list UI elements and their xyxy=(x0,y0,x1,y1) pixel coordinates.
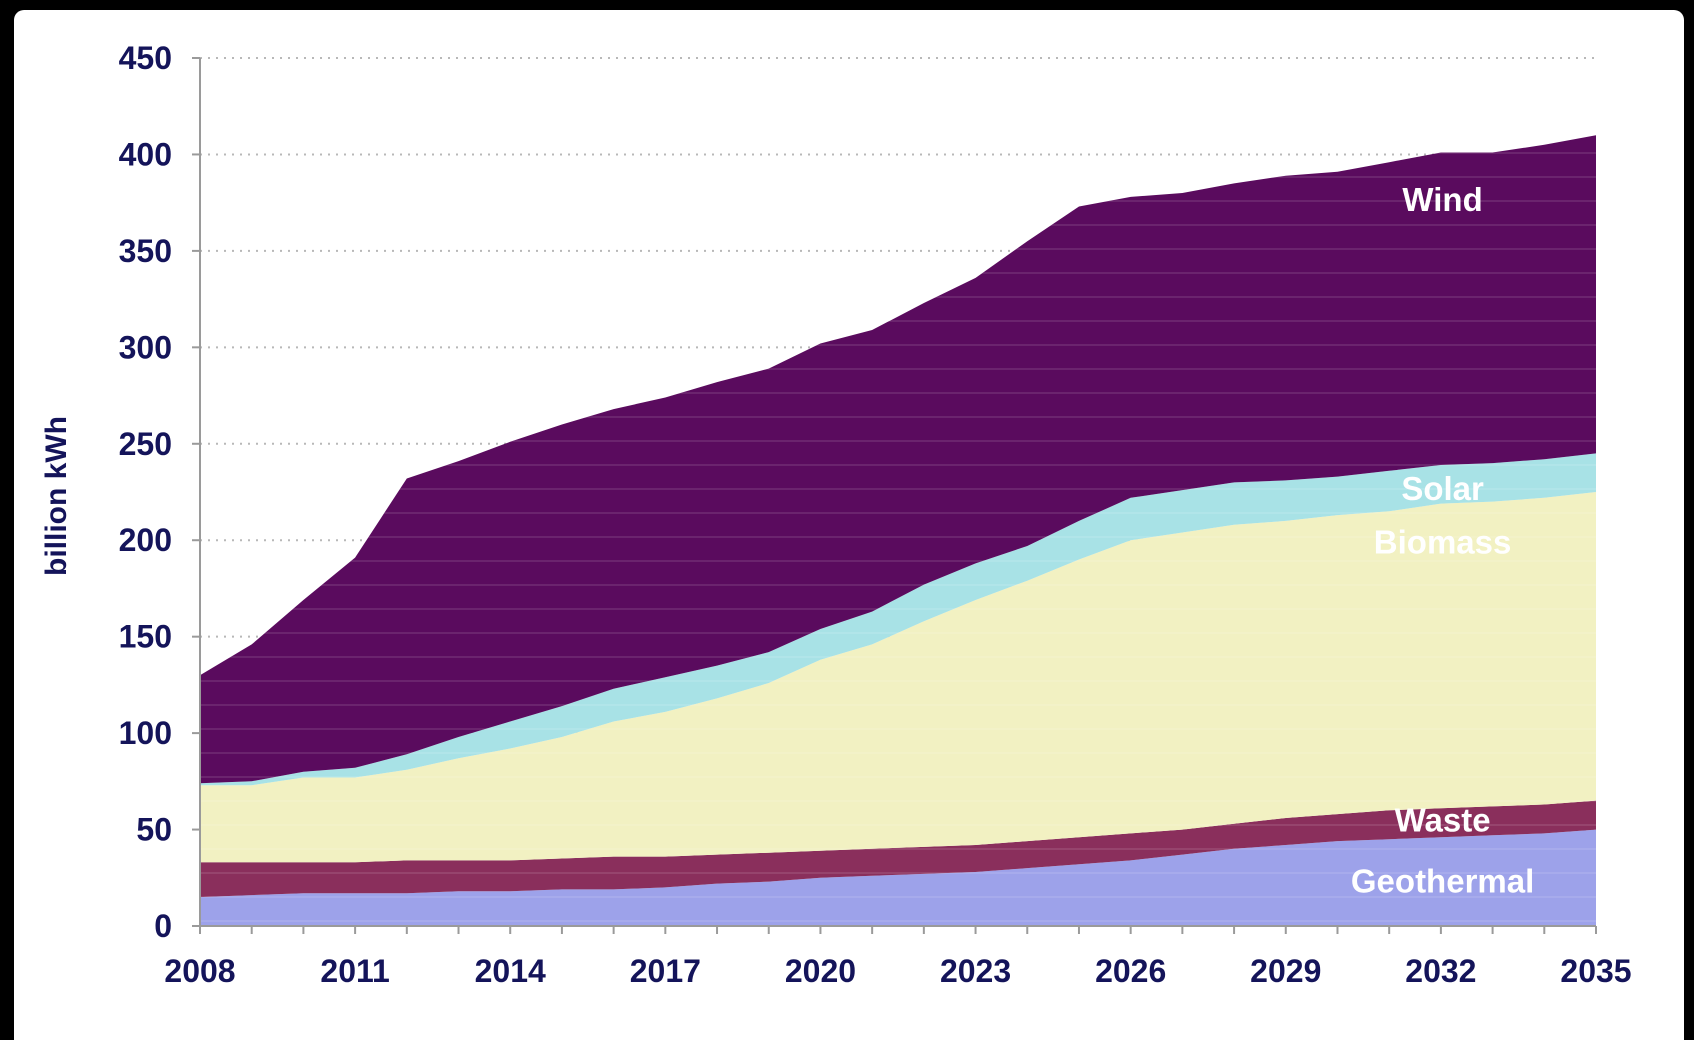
x-tick-label-2029: 2029 xyxy=(1250,953,1321,989)
x-tick-label-2020: 2020 xyxy=(785,953,856,989)
area-texture-geothermal xyxy=(200,829,1596,926)
y-tick-label-150: 150 xyxy=(119,619,172,655)
series-label-geothermal: Geothermal xyxy=(1351,863,1534,900)
x-tick-label-2032: 2032 xyxy=(1405,953,1476,989)
series-label-wind: Wind xyxy=(1402,181,1482,218)
y-tick-label-300: 300 xyxy=(119,329,172,365)
x-tick-label-2011: 2011 xyxy=(320,953,389,989)
axes: 0 50 100 150 200 250 300 350 400 450 2008 2011 2014 2… xyxy=(119,40,1632,989)
chart-panel: 0 50 100 150 200 250 300 350 400 450 2008 2011 2014 2… xyxy=(14,10,1684,1040)
y-tick-label-450: 450 xyxy=(119,40,172,76)
y-tick-label-100: 100 xyxy=(119,715,172,751)
series-label-waste: Waste xyxy=(1395,801,1491,838)
area-texture-wind xyxy=(200,135,1596,784)
area-texture-solar xyxy=(200,453,1596,786)
y-tick-label-0: 0 xyxy=(154,908,172,944)
series-label-biomass: Biomass xyxy=(1374,523,1512,560)
area-texture-waste xyxy=(200,800,1596,898)
area-texture-biomass xyxy=(200,492,1596,863)
stacked-area-chart: 0 50 100 150 200 250 300 350 400 450 2008 2011 2014 2… xyxy=(40,40,1632,989)
series-labels: Geothermal Waste Biomass Solar Wind xyxy=(1351,181,1534,900)
y-tick-label-400: 400 xyxy=(119,136,172,172)
y-tick-label-50: 50 xyxy=(136,812,172,848)
x-tick-label-2008: 2008 xyxy=(164,953,235,989)
x-tick-label-2023: 2023 xyxy=(940,953,1011,989)
x-tick-label-2014: 2014 xyxy=(475,953,546,989)
x-tick-label-2035: 2035 xyxy=(1560,953,1631,989)
y-tick-label-200: 200 xyxy=(119,522,172,558)
y-axis-label: billion kWh xyxy=(40,416,73,576)
y-tick-label-350: 350 xyxy=(119,233,172,269)
y-tick-label-250: 250 xyxy=(119,426,172,462)
stripe-overlay xyxy=(200,135,1596,926)
series-label-solar: Solar xyxy=(1401,470,1484,507)
x-tick-label-2026: 2026 xyxy=(1095,953,1166,989)
x-tick-label-2017: 2017 xyxy=(630,953,701,989)
